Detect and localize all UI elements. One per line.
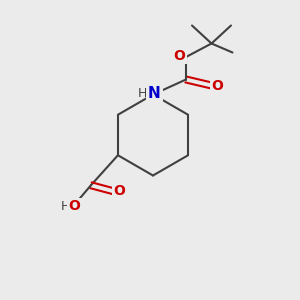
Text: O: O (68, 199, 80, 213)
Text: H: H (61, 200, 70, 213)
Text: H: H (138, 86, 147, 100)
Text: N: N (148, 85, 161, 100)
Text: O: O (173, 49, 185, 62)
Text: O: O (212, 79, 224, 92)
Text: O: O (113, 184, 125, 198)
